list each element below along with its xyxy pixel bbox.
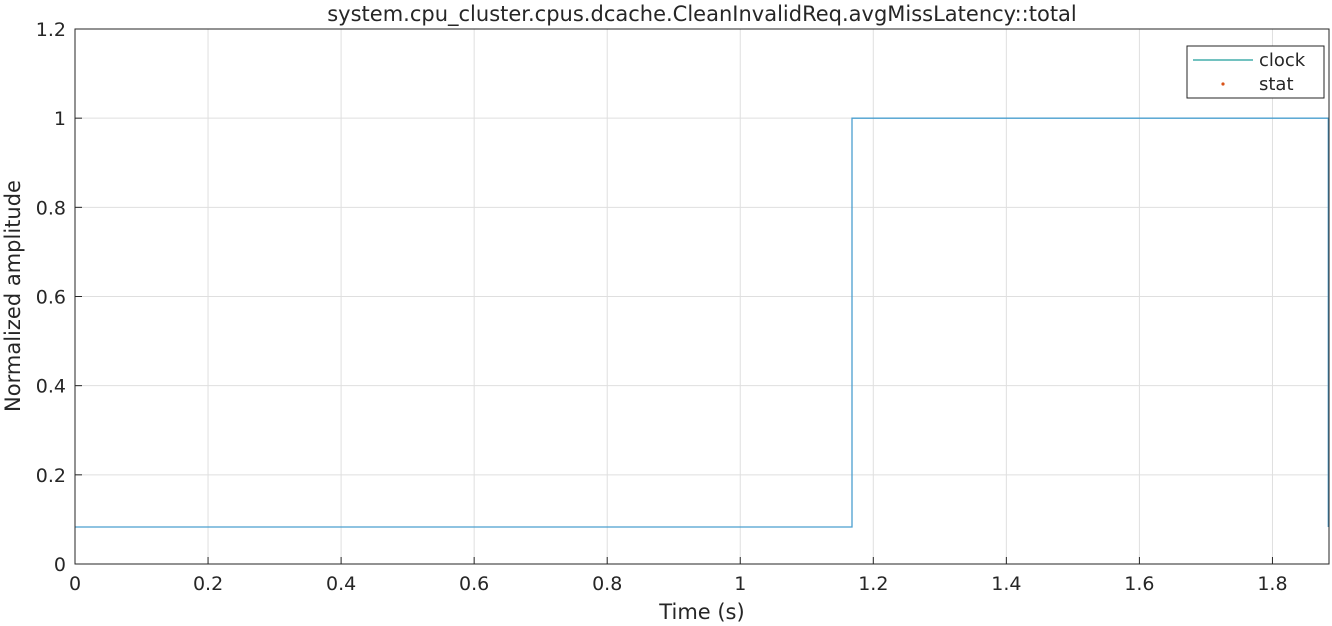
x-tick-label: 0.8 (592, 573, 622, 595)
legend-box (1186, 45, 1325, 99)
x-tick-label: 0.4 (326, 573, 356, 595)
chart-title: system.cpu_cluster.cpus.dcache.CleanInva… (327, 2, 1077, 27)
plot-lines (75, 117, 1329, 528)
y-tick-label: 0.6 (36, 287, 66, 309)
y-tick-label: 0.8 (36, 197, 66, 219)
y-tick-label: 0.2 (36, 465, 66, 487)
y-tick-label: 0.4 (36, 376, 66, 398)
series-line-clock (75, 117, 1329, 528)
x-tick-label: 0.2 (193, 573, 223, 595)
ticks: 0 0.2 0.4 0.6 0.8 1 1.2 1.4 1.6 1.8 0 0.2 0.4 0.6 0.8 1… (36, 19, 1288, 595)
x-tick-label: 1 (734, 573, 746, 595)
x-tick-label: 1.2 (858, 573, 888, 595)
y-tick-label: 1 (54, 108, 66, 130)
legend-label-stat: stat (1259, 74, 1294, 95)
x-tick-label: 1.8 (1257, 573, 1287, 595)
x-tick-label: 0 (69, 573, 81, 595)
y-tick-label: 0 (54, 554, 66, 576)
legend-swatch-stat (1221, 82, 1225, 86)
x-tick-label: 1.6 (1124, 573, 1154, 595)
legend-label-clock: clock (1259, 50, 1306, 71)
x-axis-label: Time (s) (658, 600, 744, 624)
legend: clock stat (1186, 45, 1325, 99)
y-axis-label: Normalized amplitude (1, 180, 25, 412)
x-tick-label: 0.6 (459, 573, 489, 595)
x-tick-label: 1.4 (991, 573, 1021, 595)
y-tick-label: 1.2 (36, 19, 66, 41)
